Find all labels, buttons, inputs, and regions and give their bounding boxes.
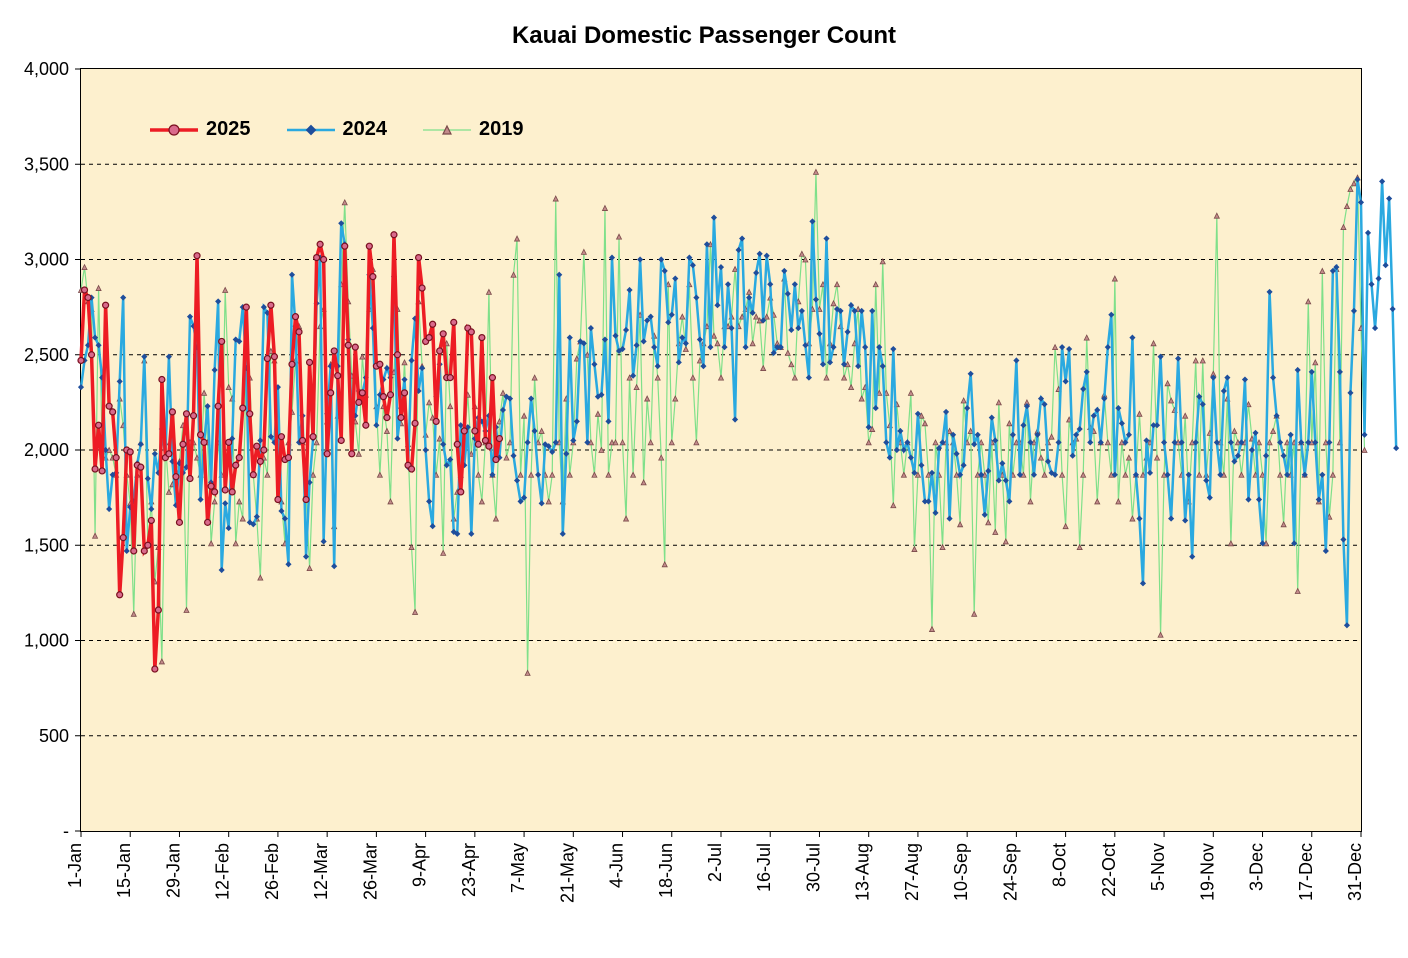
svg-text:17-Dec: 17-Dec [1296,843,1316,901]
legend-label: 2024 [343,118,388,141]
svg-text:1,000: 1,000 [24,631,69,651]
svg-text:29-Jan: 29-Jan [163,843,183,898]
svg-text:4,000: 4,000 [24,59,69,79]
svg-text:24-Sep: 24-Sep [1000,843,1020,901]
svg-text:16-Jul: 16-Jul [754,843,774,892]
chart-title: Kauai Domestic Passenger Count [0,22,1408,50]
svg-text:4-Jun: 4-Jun [607,843,627,888]
svg-text:1,500: 1,500 [24,535,69,555]
legend: 2025 2024 2019 [150,118,524,141]
svg-text:8-Oct: 8-Oct [1050,843,1070,887]
svg-text:18-Jun: 18-Jun [656,843,676,898]
chart-container: Kauai Domestic Passenger Count -5001,000… [0,0,1408,958]
svg-text:500: 500 [39,726,69,746]
svg-text:9-Apr: 9-Apr [410,843,430,887]
svg-text:19-Nov: 19-Nov [1197,843,1217,901]
series-line-2025 [81,235,499,669]
svg-text:2,500: 2,500 [24,345,69,365]
svg-text:21-May: 21-May [557,843,577,903]
series-markers-2019 [79,169,1368,675]
svg-text:2,000: 2,000 [24,440,69,460]
svg-text:7-May: 7-May [508,843,528,893]
svg-text:13-Aug: 13-Aug [853,843,873,901]
series-line-2024 [81,179,1396,625]
svg-text:31-Dec: 31-Dec [1345,843,1365,901]
svg-text:3,500: 3,500 [24,154,69,174]
legend-label: 2025 [206,118,251,141]
svg-text:22-Oct: 22-Oct [1099,843,1119,897]
svg-text:-: - [63,821,69,841]
svg-text:30-Jul: 30-Jul [803,843,823,892]
svg-text:1-Jan: 1-Jan [65,843,85,888]
plot-area: -5001,0001,5002,0002,5003,0003,5004,0001… [80,68,1362,832]
svg-text:10-Sep: 10-Sep [951,843,971,901]
svg-text:26-Feb: 26-Feb [262,843,282,900]
legend-item-2025: 2025 [150,118,251,141]
svg-text:27-Aug: 27-Aug [902,843,922,901]
svg-text:23-Apr: 23-Apr [459,843,479,897]
svg-text:12-Mar: 12-Mar [311,843,331,900]
svg-text:26-Mar: 26-Mar [360,843,380,900]
svg-text:15-Jan: 15-Jan [114,843,134,898]
series-line-2019 [81,172,1365,673]
svg-text:12-Feb: 12-Feb [213,843,233,900]
svg-text:3,000: 3,000 [24,250,69,270]
svg-text:3-Dec: 3-Dec [1247,843,1267,891]
svg-text:2-Jul: 2-Jul [705,843,725,882]
legend-item-2019: 2019 [423,118,524,141]
svg-text:5-Nov: 5-Nov [1148,843,1168,891]
legend-item-2024: 2024 [287,118,388,141]
legend-label: 2019 [479,118,524,141]
